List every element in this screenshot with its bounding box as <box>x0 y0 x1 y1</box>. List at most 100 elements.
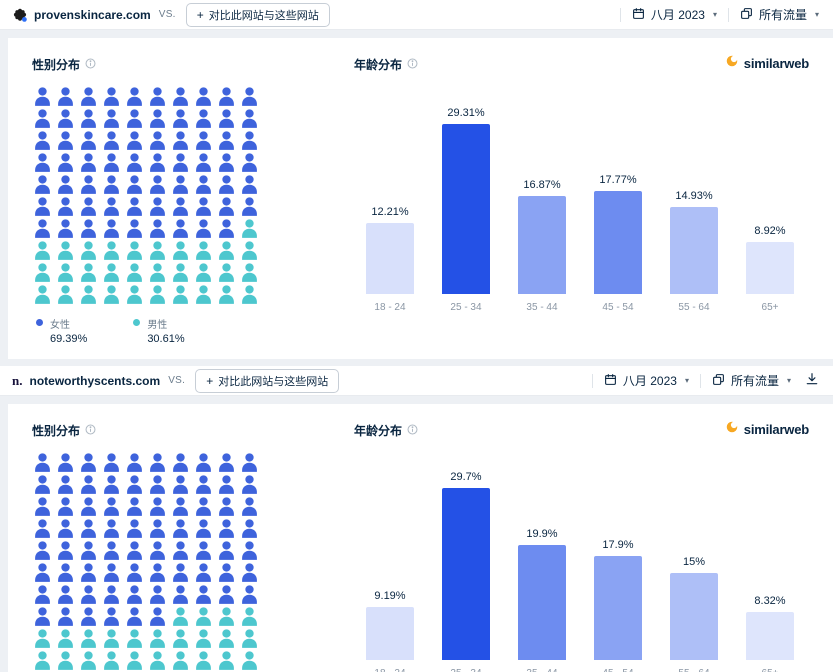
female-person-icon <box>80 585 97 604</box>
female-person-icon <box>126 541 143 560</box>
site-favicon-icon: n. <box>12 373 23 388</box>
male-person-icon <box>126 241 143 260</box>
female-person-icon <box>80 175 97 194</box>
info-icon[interactable] <box>85 424 96 438</box>
bar-category-label: 35 - 44 <box>526 302 558 313</box>
age-bar[interactable] <box>670 573 718 660</box>
female-person-icon <box>34 131 51 150</box>
male-person-icon <box>126 263 143 282</box>
female-person-icon <box>195 563 212 582</box>
male-person-icon <box>218 607 235 626</box>
gender-distribution-panel: 性别分布 女性 69.39% 男性 30 <box>32 56 340 345</box>
female-person-icon <box>57 585 74 604</box>
female-person-icon <box>34 519 51 538</box>
bar-column: 8.92% 65+ <box>746 225 794 313</box>
age-bar[interactable] <box>670 207 718 294</box>
female-person-icon <box>218 131 235 150</box>
female-person-icon <box>80 131 97 150</box>
female-person-icon <box>172 563 189 582</box>
traffic-channels-icon <box>712 373 725 389</box>
demographics-card: 性别分布 女性 69.39% 男性 30 <box>8 38 833 359</box>
age-bar[interactable] <box>594 556 642 660</box>
male-person-icon <box>241 629 258 648</box>
female-person-icon <box>149 563 166 582</box>
bar-value-label: 15% <box>682 556 706 568</box>
download-button[interactable] <box>805 372 819 389</box>
site-domain[interactable]: noteworthyscents.com <box>29 373 161 388</box>
bar-category-label: 18 - 24 <box>374 668 405 672</box>
female-person-icon <box>241 453 258 472</box>
male-person-icon <box>103 241 120 260</box>
female-person-icon <box>34 219 51 238</box>
female-person-icon <box>241 541 258 560</box>
female-person-icon <box>34 153 51 172</box>
female-person-icon <box>80 607 97 626</box>
age-bar[interactable] <box>442 488 490 660</box>
male-person-icon <box>172 285 189 304</box>
age-bar[interactable] <box>746 612 794 660</box>
info-icon[interactable] <box>407 58 418 72</box>
female-person-icon <box>149 475 166 494</box>
age-bar[interactable] <box>518 196 566 294</box>
age-bar[interactable] <box>518 545 566 660</box>
age-bar[interactable] <box>746 242 794 294</box>
traffic-filter-value: 所有流量 <box>730 374 779 388</box>
age-bar[interactable] <box>366 223 414 294</box>
info-icon[interactable] <box>85 58 96 72</box>
date-picker[interactable]: 八月 2023 ▾ <box>632 6 717 23</box>
date-picker-value: 八月 2023 <box>622 374 677 388</box>
female-person-icon <box>195 197 212 216</box>
male-person-icon <box>218 285 235 304</box>
female-person-icon <box>218 541 235 560</box>
male-person-icon <box>195 629 212 648</box>
male-person-icon <box>241 241 258 260</box>
bar-column: 19.9% 35 - 44 <box>518 528 566 672</box>
traffic-filter[interactable]: 所有流量 ▾ <box>740 6 819 23</box>
age-bar[interactable] <box>594 191 642 294</box>
similarweb-spark-icon <box>725 420 739 439</box>
traffic-filter[interactable]: 所有流量 ▾ <box>712 372 791 389</box>
female-person-icon <box>195 519 212 538</box>
site-section-provenskincare: provenskincare.com VS. + 对比此网站与这些网站 八月 2… <box>0 0 833 359</box>
compare-websites-button[interactable]: + 对比此网站与这些网站 <box>185 2 330 27</box>
female-person-icon <box>57 563 74 582</box>
male-person-icon <box>241 651 258 670</box>
female-person-icon <box>241 519 258 538</box>
bar-value-label: 12.21% <box>371 206 409 218</box>
female-person-icon <box>149 87 166 106</box>
female-person-icon <box>172 175 189 194</box>
bar-value-label: 8.32% <box>754 595 786 607</box>
female-person-icon <box>57 607 74 626</box>
female-person-icon <box>172 87 189 106</box>
age-bar[interactable] <box>442 124 490 294</box>
gender-title: 性别分布 <box>32 58 81 72</box>
male-person-icon <box>172 241 189 260</box>
female-person-icon <box>80 109 97 128</box>
site-header: provenskincare.com VS. + 对比此网站与这些网站 八月 2… <box>0 0 833 30</box>
female-person-icon <box>241 131 258 150</box>
info-icon[interactable] <box>407 424 418 438</box>
chevron-down-icon: ▾ <box>814 10 819 19</box>
gender-distribution-panel: 性别分布 女性 75.71% 男性 24 <box>32 422 340 672</box>
age-bar-chart: 9.19% 18 - 24 29.7% 25 - 34 19.9% 35 - 44 17.9… <box>354 453 811 672</box>
male-person-icon <box>57 629 74 648</box>
female-person-icon <box>195 541 212 560</box>
similarweb-wordmark: similarweb <box>743 422 809 437</box>
female-person-icon <box>126 131 143 150</box>
legend-female: 女性 69.39% <box>36 316 87 345</box>
female-person-icon <box>149 197 166 216</box>
similarweb-spark-icon <box>725 54 739 73</box>
female-person-icon <box>57 197 74 216</box>
female-person-icon <box>57 153 74 172</box>
date-picker[interactable]: 八月 2023 ▾ <box>604 372 689 389</box>
male-person-icon <box>195 651 212 670</box>
female-person-icon <box>103 541 120 560</box>
site-domain[interactable]: provenskincare.com <box>34 7 151 22</box>
female-person-icon <box>126 453 143 472</box>
compare-websites-button[interactable]: + 对比此网站与这些网站 <box>195 368 340 393</box>
bar-column: 8.32% 65+ <box>746 595 794 672</box>
female-person-icon <box>80 153 97 172</box>
age-bar[interactable] <box>366 607 414 660</box>
female-person-icon <box>126 475 143 494</box>
compare-button-label: 对比此网站与这些网站 <box>208 9 319 22</box>
